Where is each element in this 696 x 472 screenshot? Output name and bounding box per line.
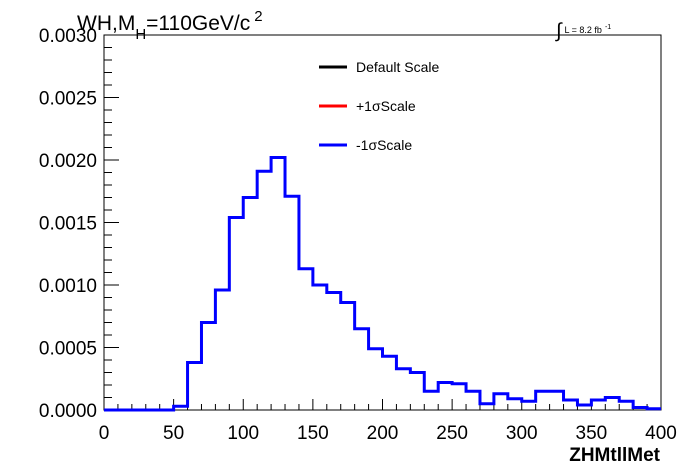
x-tick-label: 300: [506, 423, 538, 444]
x-tick-label: 150: [297, 423, 329, 444]
legend-label: +1σScale: [356, 98, 416, 114]
x-axis: 0 50 100 150 200 250 300 350 400: [99, 399, 677, 444]
series-line-2: [104, 156, 661, 412]
title-main: WH,M: [77, 12, 135, 35]
title-rest: =110GeV/c: [146, 12, 250, 35]
legend-label: Default Scale: [356, 59, 439, 75]
x-tick-label: 200: [367, 423, 399, 444]
legend-label: -1σScale: [356, 137, 412, 153]
lumi-text: L = 8.2 fb: [564, 25, 601, 35]
y-tick-label: 0.0030: [39, 26, 97, 47]
x-axis-label: ZHMtllMet: [569, 445, 660, 466]
y-tick-label: 0.0020: [39, 151, 97, 172]
x-tick-label: 0: [99, 423, 110, 444]
x-tick-label: 100: [227, 423, 259, 444]
x-tick-label: 250: [436, 423, 468, 444]
y-axis: 0.0000 0.0005 0.0010 0.0015 0.0020 0.0025 0.00…: [39, 26, 119, 422]
x-tick-label: 400: [645, 423, 677, 444]
title-superscript: 2: [254, 8, 262, 25]
y-tick-label: 0.0000: [39, 401, 97, 422]
y-tick-label: 0.0010: [39, 276, 97, 297]
x-tick-label: 350: [576, 423, 608, 444]
x-tick-label: 50: [163, 423, 184, 444]
lumi-label: ∫ L = 8.2 fb -1: [555, 20, 611, 42]
lumi-integral-icon: ∫: [555, 20, 563, 42]
chart-title: WH,MH=110GeV/c 2: [77, 8, 263, 43]
y-tick-label: 0.0025: [39, 89, 97, 110]
y-tick-label: 0.0005: [39, 339, 97, 360]
series-group: [104, 156, 661, 412]
legend: Default Scale +1σScale -1σScale: [319, 59, 439, 153]
lumi-superscript: -1: [605, 24, 611, 31]
y-tick-label: 0.0015: [39, 214, 97, 235]
